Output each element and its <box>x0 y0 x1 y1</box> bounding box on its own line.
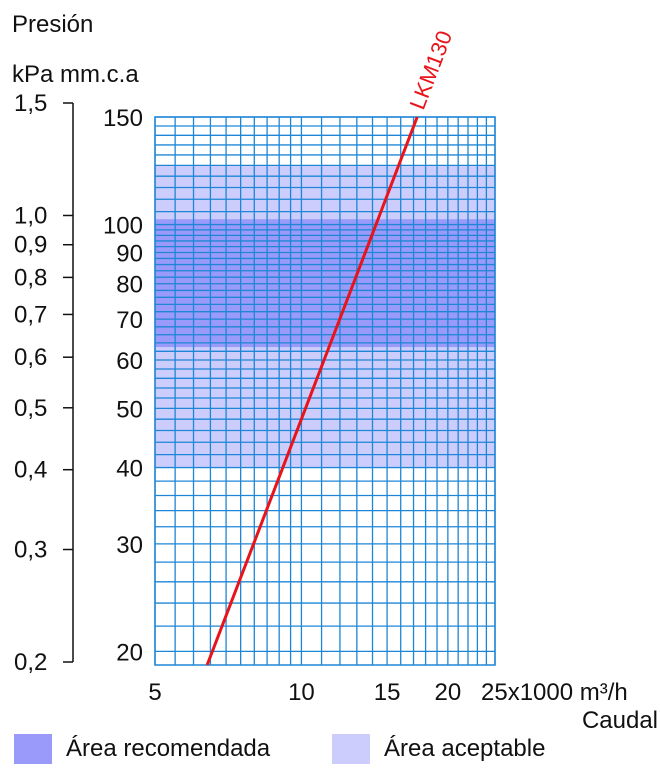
mmca-tick-label: 50 <box>116 396 143 423</box>
x-tick-label: 10 <box>288 679 315 706</box>
x-tick-label: 15 <box>374 679 401 706</box>
chart-title-units: kPa mm.c.a <box>12 61 139 88</box>
areas-layer <box>155 165 495 468</box>
kpa-tick-label: 0,2 <box>14 649 47 676</box>
mmca-tick-label: 150 <box>103 105 143 132</box>
chart-title-pressure: Presión <box>12 11 93 38</box>
legend-acceptable-swatch <box>332 734 370 764</box>
series-label-lkm130: LKM130 <box>405 27 458 112</box>
x-axis: 5 10 15 20 25x1000 m³/h <box>148 679 627 706</box>
x-tick-label: 5 <box>148 679 161 706</box>
kpa-tick-label: 1,0 <box>14 202 47 229</box>
mmca-tick-label: 20 <box>116 639 143 666</box>
legend-acceptable: Área aceptable <box>332 734 545 764</box>
legend-recommended-label: Área recomendada <box>66 735 271 762</box>
kpa-tick-label: 0,7 <box>14 301 47 328</box>
mmca-tick-label: 60 <box>116 348 143 375</box>
mmca-tick-label: 70 <box>116 307 143 334</box>
mmca-tick-label: 100 <box>103 213 143 240</box>
kpa-tick-label: 0,3 <box>14 537 47 564</box>
kpa-tick-label: 0,5 <box>14 395 47 422</box>
kpa-tick-label: 0,8 <box>14 264 47 291</box>
x-axis-title: Caudal <box>582 707 658 734</box>
legend-recommended: Área recomendada <box>14 734 270 764</box>
kpa-tick-label: 0,4 <box>14 457 47 484</box>
series-line-lkm130 <box>205 116 419 666</box>
mmca-tick-label: 30 <box>116 532 143 559</box>
legend-recommended-swatch <box>14 734 52 764</box>
kpa-tick-label: 0,6 <box>14 344 47 371</box>
legend-acceptable-label: Área aceptable <box>384 735 546 762</box>
plot-frame <box>154 116 496 666</box>
x-tick-label: 20 <box>435 679 462 706</box>
kpa-tick-label: 1,5 <box>14 90 47 117</box>
mmca-tick-label: 90 <box>116 240 143 267</box>
mmca-tick-label: 80 <box>116 272 143 299</box>
x-tick-label: 25x1000 m³/h <box>481 679 628 706</box>
kpa-tick-label: 0,9 <box>14 232 47 259</box>
mmca-tick-label: 40 <box>116 456 143 483</box>
grid-layer <box>154 116 496 666</box>
kpa-axis: 1,5 1,0 0,9 0,8 0,7 0,6 0,5 0,4 0,3 0,2 <box>14 90 74 676</box>
